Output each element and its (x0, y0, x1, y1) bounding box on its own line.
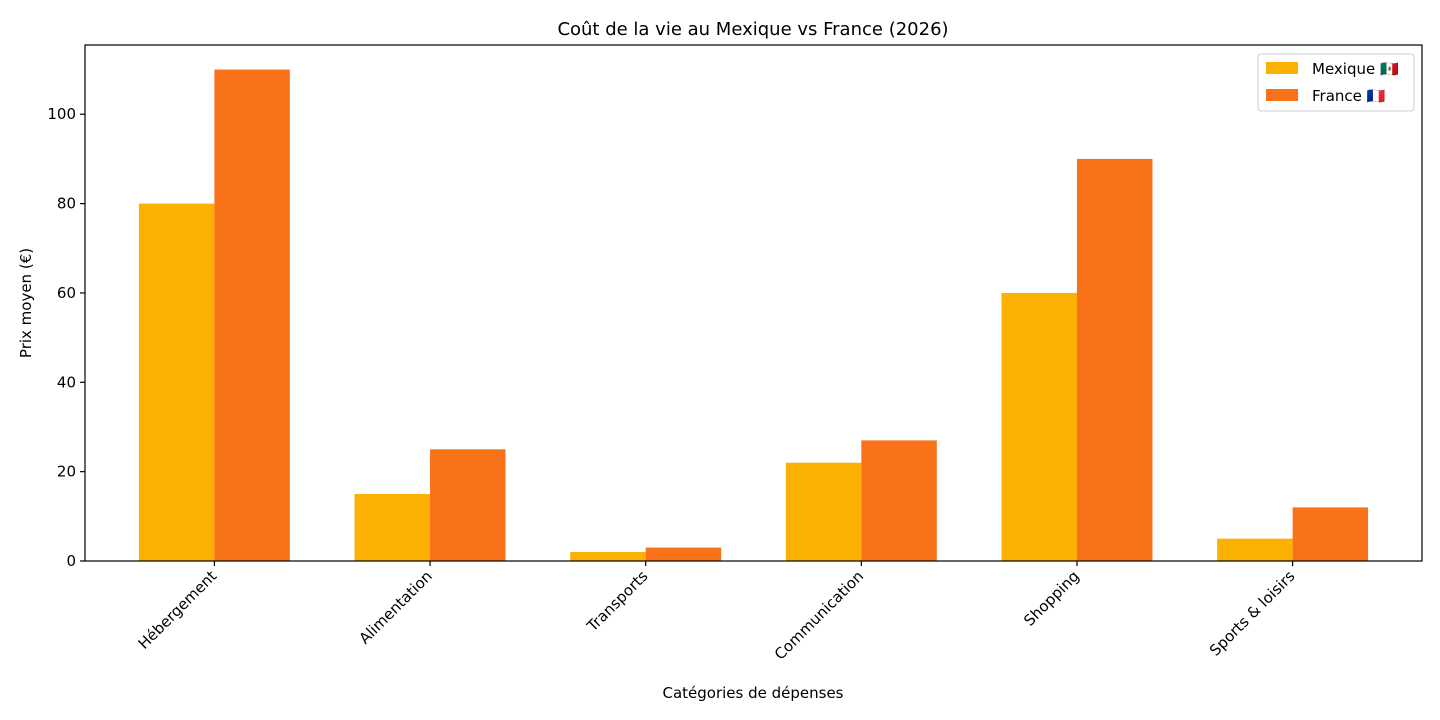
bar-france-shopping (1076, 158, 1153, 562)
bar-mexique-sports-loisirs (1217, 538, 1293, 561)
x-tick-label-transports: Transports (583, 567, 652, 636)
bar-france-hebergement (214, 69, 290, 562)
bar-france-transports (645, 547, 722, 561)
bar-france-communication (861, 440, 937, 561)
x-tick-label-communication: Communication (771, 567, 867, 663)
y-tick-label: 0 (66, 552, 76, 570)
y-tick-label: 80 (57, 195, 76, 213)
y-axis-ticks: 0 20 40 60 80 100 (47, 105, 85, 570)
bar-mexique-hebergement (138, 203, 215, 561)
legend: Mexique 🇲🇽 France 🇫🇷 (1257, 53, 1415, 112)
x-axis-label: Catégories de dépenses (662, 684, 843, 702)
bars-layer (138, 69, 1369, 562)
y-axis-label: Prix moyen (€) (17, 248, 35, 358)
bar-mexique-communication (785, 462, 862, 561)
bar-mexique-transports (570, 552, 646, 561)
x-tick-label-shopping: Shopping (1020, 567, 1083, 630)
x-tick-label-alimentation: Alimentation (355, 567, 435, 647)
y-tick-label: 100 (47, 105, 76, 123)
legend-swatch-france (1266, 89, 1298, 101)
bar-france-alimentation (430, 449, 506, 561)
plot-area-frame (84, 44, 1423, 562)
legend-label-mexique: Mexique 🇲🇽 (1312, 60, 1399, 78)
chart-title: Coût de la vie au Mexique vs France (202… (557, 19, 948, 40)
y-tick-label: 40 (57, 373, 76, 391)
y-tick-label: 60 (57, 284, 76, 302)
bar-mexique-shopping (1001, 292, 1077, 561)
x-tick-label-sports-loisirs: Sports & loisirs (1206, 567, 1299, 660)
bar-mexique-alimentation (354, 493, 431, 561)
x-axis-ticks: Hébergement Alimentation Transports Communi… (135, 561, 1299, 663)
legend-swatch-mexique (1266, 62, 1298, 74)
x-tick-label-hebergement: Hébergement (135, 567, 221, 653)
y-tick-label: 20 (57, 463, 76, 481)
bar-france-sports-loisirs (1292, 507, 1369, 561)
legend-label-france: France 🇫🇷 (1312, 87, 1386, 105)
